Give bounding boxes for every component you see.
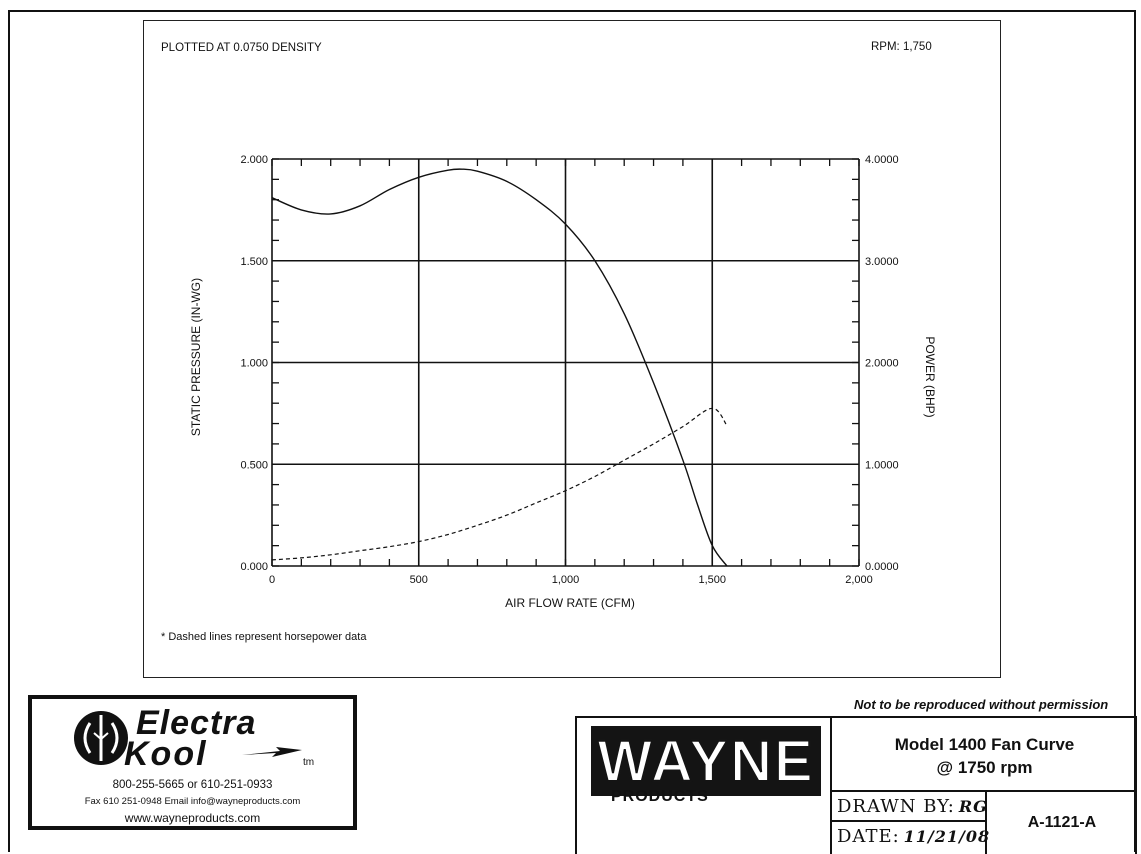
wave-emblem-icon: [74, 711, 128, 765]
electra-kool-logo-box: Electra Kool tm 800-255-5665 or 610-251-…: [28, 695, 357, 830]
y-tick-label: 1.500: [240, 256, 268, 268]
plot-area: 0 500 1,000 1,500 2,000 0.000 0.0000 0.500 1.000…: [240, 154, 898, 586]
y2-tick-label: 2.0000: [865, 358, 899, 370]
x-tick-label: 500: [410, 574, 428, 586]
wayne-logo: WAYNE: [591, 726, 821, 796]
x-tick-label: 2,000: [845, 574, 873, 586]
fan-curve-chart: PLOTTED AT 0.0750 DENSITY RPM: 1,750 0 50…: [161, 41, 937, 643]
static-pressure-curve: [271, 168, 728, 567]
date-value: 11/21/08: [903, 827, 991, 846]
brand-name-line1: Electra: [136, 704, 257, 742]
sheet-border: [8, 10, 1136, 852]
date-label: DATE:: [837, 826, 900, 847]
chart-header-right: RPM: 1,750: [871, 41, 932, 53]
contact-phone: 800-255-5665 or 610-251-0933: [112, 779, 273, 791]
y-tick-label: 2.000: [240, 154, 268, 166]
y-tick-label: 1.000: [240, 358, 268, 370]
contact-website: www.wayneproducts.com: [124, 811, 261, 825]
x-tick-label: 1,500: [698, 574, 726, 586]
y2-tick-label: 1.0000: [865, 459, 899, 471]
contact-fax-email: Fax 610 251-0948 Email info@wayneproduct…: [84, 796, 301, 807]
y2-axis-label: POWER (BHP): [923, 336, 937, 417]
y-tick-label: 0.500: [240, 459, 268, 471]
drawing-title: Model 1400 Fan Curve: [894, 735, 1075, 754]
x-tick-label: 1,000: [552, 574, 580, 586]
x-axis-label: AIR FLOW RATE (CFM): [505, 596, 635, 610]
drawing-subtitle: @ 1750 rpm: [936, 758, 1033, 777]
company-logo-cell: WAYNE PRODUCTS: [577, 718, 832, 854]
drawn-by-cell: DRAWN BY: RG: [832, 792, 987, 822]
y2-tick-label: 0.0000: [865, 561, 899, 573]
trademark-mark: tm: [303, 757, 315, 768]
horsepower-curve: [271, 407, 728, 561]
drawn-by-value: RG: [958, 797, 988, 816]
y-axis-label: STATIC PRESSURE (IN-WG): [189, 278, 203, 436]
wayne-products-label: PRODUCTS: [611, 788, 709, 805]
drawn-by-label: DRAWN BY:: [837, 796, 955, 817]
y-tick-label: 0.000: [240, 561, 268, 573]
date-cell: DATE: 11/21/08: [832, 822, 991, 854]
chart-header-left: PLOTTED AT 0.0750 DENSITY: [161, 42, 322, 54]
y2-tick-label: 3.0000: [865, 256, 899, 268]
lightning-bolt-icon: [242, 747, 302, 757]
x-tick-label: 0: [269, 574, 275, 586]
document-number: A-1121-A: [1027, 814, 1097, 831]
title-block: WAYNE PRODUCTS Model 1400 Fan Curve @ 17…: [575, 716, 1137, 854]
brand-name-line2: Kool: [124, 735, 208, 773]
drawing-title-cell: Model 1400 Fan Curve @ 1750 rpm: [832, 718, 1137, 792]
chart-frame: PLOTTED AT 0.0750 DENSITY RPM: 1,750 0 50…: [143, 20, 1001, 678]
reproduction-notice: Not to be reproduced without permission: [854, 697, 1109, 712]
y2-tick-label: 4.0000: [865, 154, 899, 166]
chart-footnote: * Dashed lines represent horsepower data: [161, 631, 367, 643]
